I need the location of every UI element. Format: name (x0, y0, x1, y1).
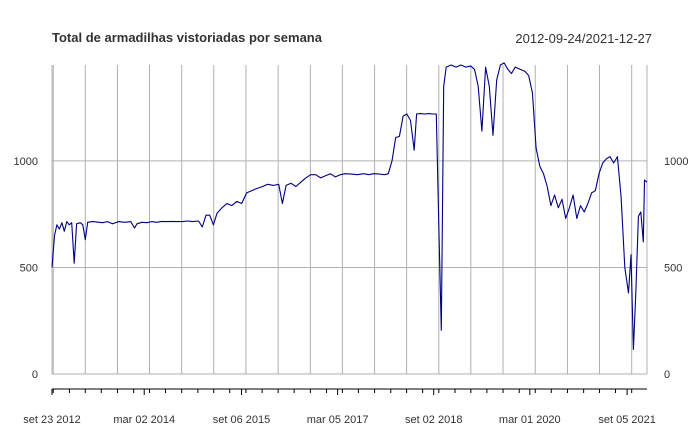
y-axis-right: 0 500 1000 (664, 156, 688, 381)
x-tick-label: set 05 2021 (598, 414, 656, 426)
grid-lines (51, 65, 648, 375)
date-range-label: 2012-09-24/2021-12-27 (515, 31, 652, 46)
x-tick-label: set 02 2018 (405, 414, 463, 426)
x-tick-label: set 06 2015 (213, 414, 271, 426)
series-group (51, 62, 648, 351)
x-tick-label: mar 05 2017 (307, 414, 369, 426)
series-line (51, 62, 648, 351)
y-axis-left: 0 500 1000 (14, 156, 38, 381)
y-tick-label-right: 500 (664, 262, 682, 274)
x-tick-label: mar 02 2014 (113, 414, 175, 426)
x-axis: set 23 2012 mar 02 2014 set 06 2015 mar 05 … (23, 388, 656, 426)
y-tick-label-left: 0 (32, 369, 38, 381)
y-tick-label-left: 1000 (14, 156, 38, 168)
x-tick-label: set 23 2012 (23, 414, 81, 426)
chart-title: Total de armadilhas vistoriadas por sema… (52, 30, 322, 45)
y-tick-label-right: 0 (664, 369, 670, 381)
x-tick-label: mar 01 2020 (499, 414, 561, 426)
y-tick-label-right: 1000 (664, 156, 688, 168)
y-tick-label-left: 500 (20, 262, 38, 274)
